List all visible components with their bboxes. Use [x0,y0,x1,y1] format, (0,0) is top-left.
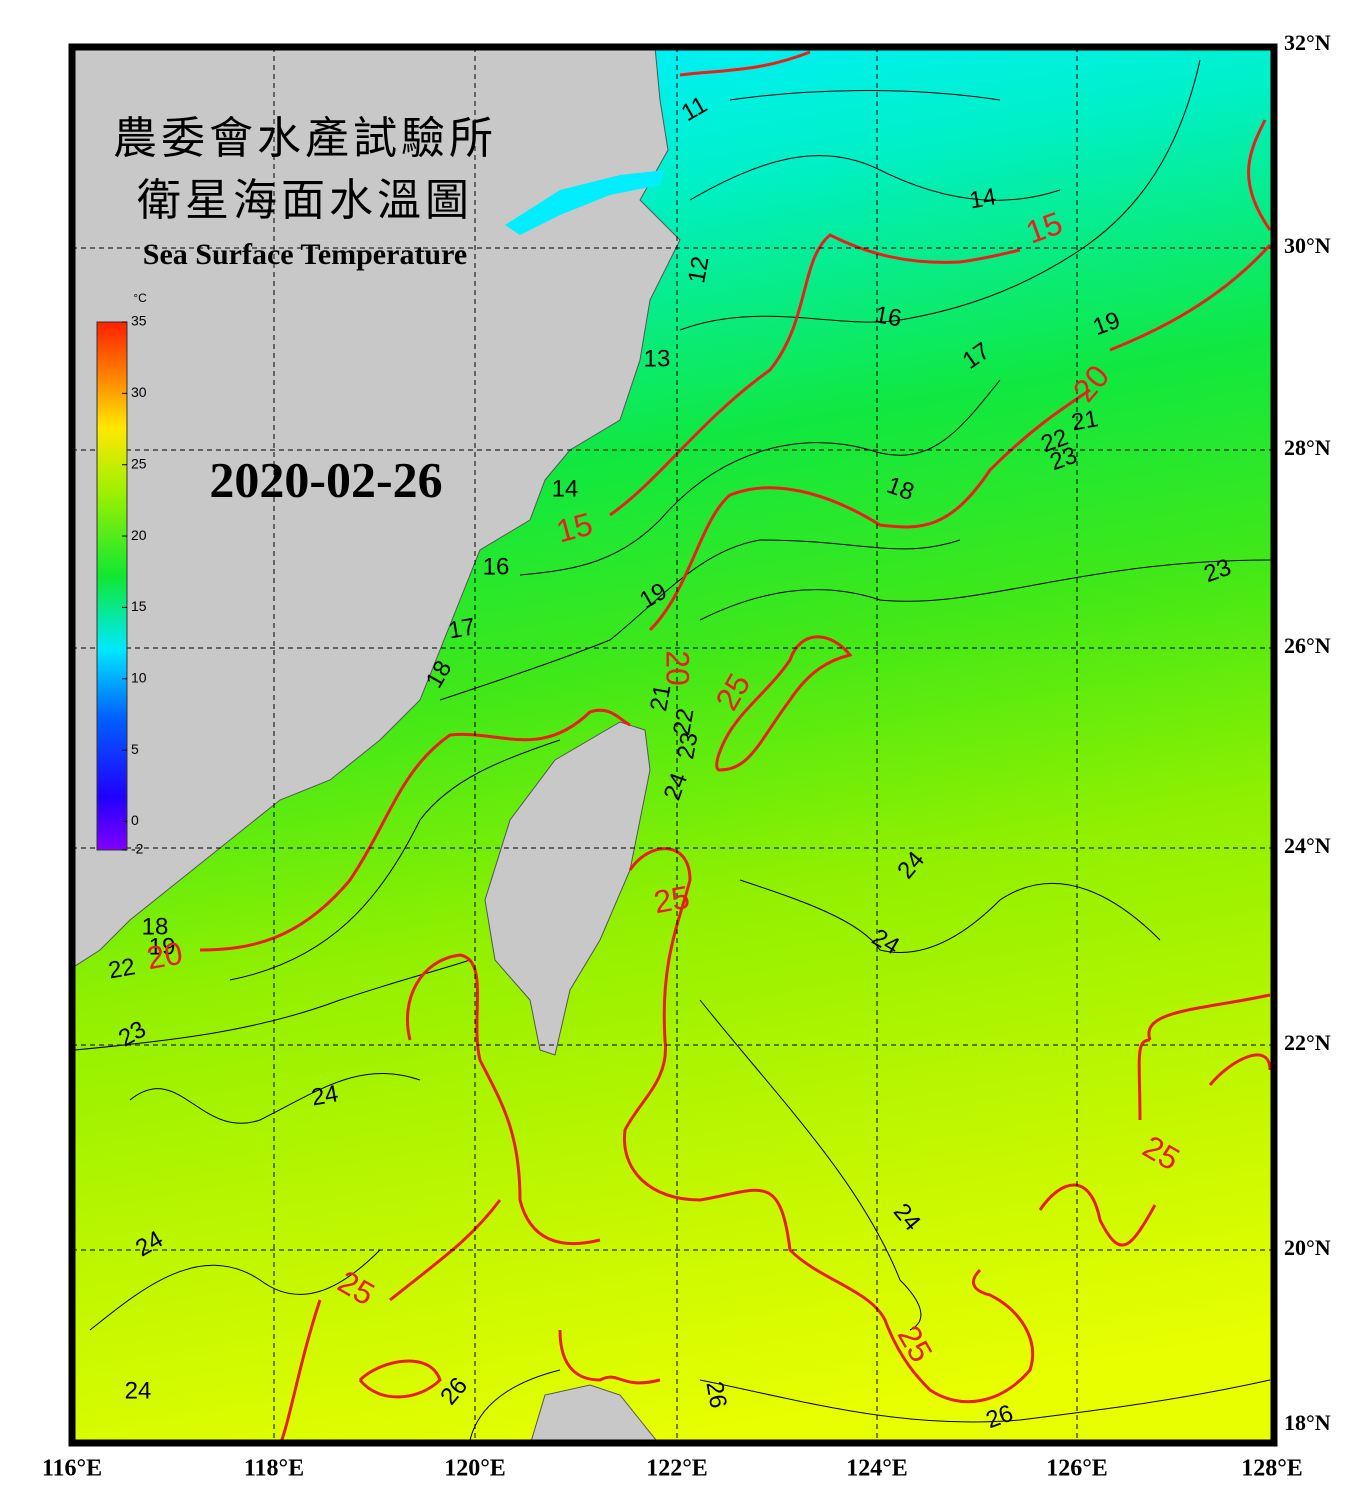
contour-label: 25 [651,879,692,921]
contour-label: 21 [645,682,676,713]
isotherm-25 [715,635,853,772]
isotherm-25 [279,1299,322,1443]
isotherm-25 [1208,1053,1272,1086]
isotherm-25 [1137,1038,1151,1121]
colorbar-tick-label: -2 [131,841,144,857]
isotherm-25 [1038,1183,1157,1247]
latitude-label: 30°N [1284,233,1331,258]
map-area: 1114161719212223131214161718191821222324… [72,47,1274,1443]
contour-label: 18 [142,913,169,940]
colorbar-tick-label: 25 [131,455,147,471]
longitude-label: 126°E [1046,1456,1108,1482]
isotherm-15 [1247,119,1272,231]
colorbar-tick-label: 15 [131,598,147,614]
isotherm-25 [405,953,601,1246]
land-luzon [530,1384,660,1443]
isotherm [129,1073,421,1124]
agency-title: 農委會水產試驗所 [113,114,497,163]
colorbar-tick-label: 10 [131,669,147,685]
isotherm-15 [609,233,1021,517]
longitude-label: 128°E [1241,1456,1303,1482]
isotherms-black [74,59,1271,1441]
contour-label: 17 [446,613,477,644]
colorbar-ticks: 35 30 25 20 15 10 5 0 -2 [122,313,147,857]
contour-label: 19 [149,933,176,960]
map-frame [68,43,1278,1447]
colorbar-tick-label: 0 [131,812,139,828]
longitude-label: 124°E [846,1456,908,1482]
axis-labels: 32°N 30°N 28°N 26°N 24°N 22°N 20°N 18°N 116°E 118… [42,30,1331,1481]
isotherm [699,999,922,1331]
isotherm [699,1379,1271,1423]
isotherms-red [199,50,1272,1443]
contour-label: 20 [144,935,185,977]
isotherm-20 [199,708,631,952]
latitude-label: 32°N [1284,30,1331,55]
latitude-label: 24°N [1284,833,1331,858]
isotherm-15 [679,50,811,77]
contour-label: 24 [309,1080,340,1111]
isotherm-20 [1109,243,1272,352]
contour-label: 26 [701,1379,732,1410]
isotherm [739,879,1161,954]
colorbar-tick-label: 5 [131,741,139,757]
contour-label: 23 [672,730,703,761]
contour-label: 22 [106,953,137,984]
isotherm [699,559,1271,621]
isotherm [679,59,1201,331]
isotherm-25 [1147,993,1271,1041]
colorbar-tick-label: 35 [131,313,147,329]
isotherm [519,379,1001,576]
contour-label: 14 [967,183,998,214]
colorbar-tick-label: 30 [131,384,147,400]
contour-label: 24 [125,1377,152,1404]
latitude-label: 26°N [1284,633,1331,658]
map-subtitle: Sea Surface Temperature [143,238,467,271]
latitude-label: 18°N [1284,1410,1331,1435]
latitude-label: 28°N [1284,435,1331,460]
land-taiwan [484,721,651,1056]
contour-label: 22 [668,706,699,737]
map-title: 衛星海面水溫圖 [137,176,473,225]
colorbar [96,321,128,851]
isotherm [729,90,1001,101]
graticule [72,47,1274,1443]
colorbar-unit: °C [133,291,147,305]
isotherm [89,1249,381,1331]
contour-label: 14 [552,475,579,502]
contour-label: 16 [873,301,904,332]
contour-label: 21 [1069,405,1100,436]
longitude-label: 118°E [244,1456,304,1482]
latitude-label: 22°N [1284,1030,1331,1055]
contour-label: 13 [644,345,671,372]
land-china [72,47,681,969]
yangtze-estuary [505,170,665,235]
contour-label: 20 [660,650,696,686]
contour-label: 12 [683,254,714,285]
longitude-label: 116°E [42,1456,102,1482]
isotherm [689,155,1061,201]
colorbar-tick-label: 20 [131,527,147,543]
isotherm-20 [648,388,1091,632]
longitude-label: 120°E [444,1456,506,1482]
isotherm-25 [358,1359,442,1399]
contour-label: 16 [483,553,510,580]
latitude-label: 20°N [1284,1235,1331,1260]
isotherm [74,959,471,1051]
isotherm [229,739,561,981]
isotherm-25 [558,1329,661,1385]
isotherm-25 [622,847,1035,1404]
longitude-label: 122°E [646,1456,708,1482]
date: 2020-02-26 [209,451,442,507]
